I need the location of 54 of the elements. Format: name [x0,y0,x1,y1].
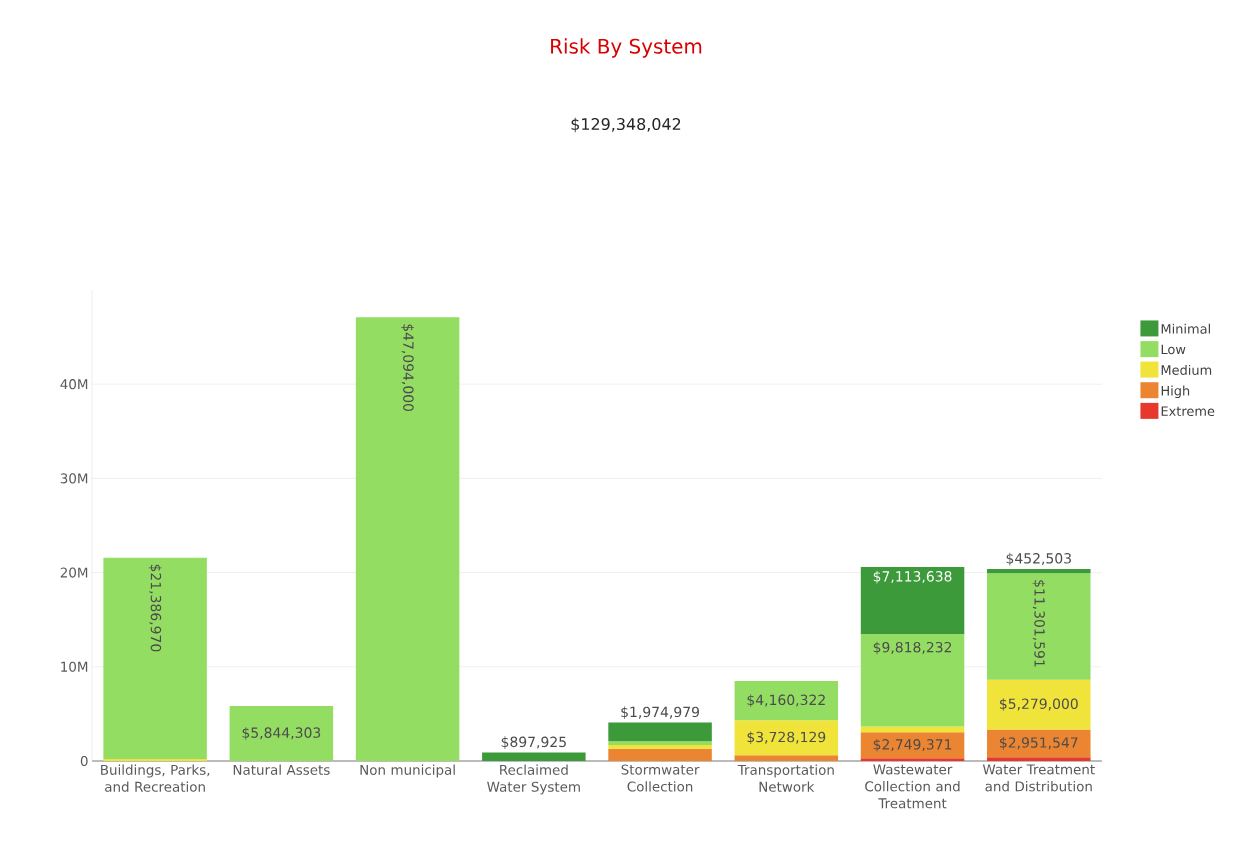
x-tick-label: Transportation Network [737,764,834,792]
y-tick-label: 20M [60,567,88,578]
x-tick-label: Wastewater Collection and Treatment [865,764,960,809]
x-tick-label: Reclaimed Water System [487,764,580,795]
x-tick-label: Natural Assets [233,764,330,775]
bar [987,573,1091,680]
legend-label: Low [1161,344,1186,355]
bar [987,679,1091,730]
bar [734,720,839,756]
data-label: $4,160,322 [747,694,825,707]
data-label: $2,951,547 [1000,737,1078,750]
bar [608,722,712,742]
bar [608,744,712,749]
chart-subtitle: $129,348,042 [571,117,681,133]
legend-label: High [1161,385,1190,399]
legend-label: Medium [1161,364,1212,375]
x-tick-label: Water Treatment and Distribution [982,764,1095,792]
bar [734,755,839,761]
data-label: $2,749,371 [873,738,952,752]
x-tick-label: Stormwater Collection [621,764,700,792]
data-label: $3,728,129 [747,731,826,745]
legend-label: Extreme [1161,406,1215,417]
chart-title: Risk By System [551,38,702,58]
data-label: $7,113,638 [873,570,952,584]
bar [860,758,965,761]
data-label: $11,301,591 [1032,580,1046,667]
data-label: $5,844,303 [242,727,321,740]
x-tick-label: Non municipal [360,764,455,778]
bar [608,741,712,745]
data-label: $9,818,232 [873,641,952,655]
data-label: $21,386,970 [148,564,162,652]
bar [229,705,334,761]
bar [103,557,207,760]
legend-label: Minimal [1161,323,1210,334]
bar [987,729,1091,758]
bar [860,634,965,727]
bar [987,757,1091,761]
data-label: $897,925 [501,736,566,749]
bar [734,681,839,721]
bar [860,732,965,759]
bar [860,567,965,635]
data-label: $47,094,000 [401,324,414,412]
data-label: $452,503 [1006,552,1071,566]
bar [355,317,460,761]
data-label: $1,974,979 [621,706,699,720]
x-tick-label: Buildings, Parks, and Recreation [101,764,210,792]
bar [987,568,1091,574]
y-tick-label: 0 [80,755,88,767]
data-label: $5,279,000 [1000,698,1078,711]
y-tick-label: 30M [60,473,88,484]
y-tick-label: 10M [61,661,88,672]
bar [608,748,712,761]
bar [482,752,586,761]
y-tick-label: 40M [60,379,88,390]
